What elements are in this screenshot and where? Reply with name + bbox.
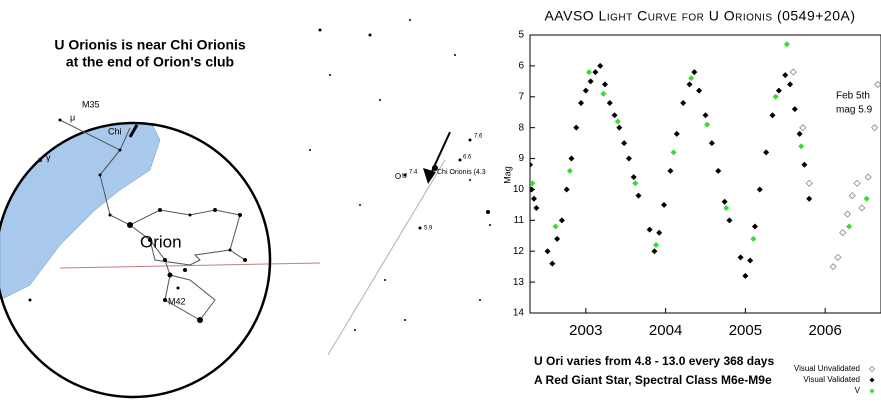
chart-title: AAVSO Light Curve for U Orionis (0549+20… bbox=[544, 8, 855, 24]
map-label: M42 bbox=[168, 296, 186, 306]
map-label: Chi Orionis (4.3 bbox=[437, 169, 486, 176]
map-label: μ bbox=[70, 112, 75, 122]
map-label: 7.6 bbox=[474, 134, 483, 140]
annotation: Feb 5th bbox=[836, 91, 870, 102]
y-axis-label: Mag bbox=[502, 166, 512, 184]
y-tick-label: 8 bbox=[518, 122, 524, 133]
legend-marker bbox=[870, 367, 875, 372]
caption: A Red Giant Star, Spectral Class M6e-M9e bbox=[534, 373, 772, 387]
map-label: U bbox=[402, 173, 407, 180]
legend-marker bbox=[870, 378, 875, 383]
legend-marker bbox=[870, 389, 875, 394]
caption: U Ori varies from 4.8 - 13.0 every 368 d… bbox=[534, 354, 774, 368]
y-tick-label: 7 bbox=[518, 91, 524, 102]
map-heading: U Orionis is near Chi Orionis bbox=[54, 37, 246, 53]
y-tick-label: 9 bbox=[518, 153, 524, 164]
annotation: mag 5.9 bbox=[836, 105, 873, 116]
y-tick-label: 10 bbox=[513, 184, 525, 195]
map-label: 7.4 bbox=[409, 170, 418, 176]
legend-label: V bbox=[855, 386, 861, 395]
map-label: M35 bbox=[82, 99, 100, 109]
y-tick-label: 12 bbox=[513, 246, 525, 257]
y-tick-label: 14 bbox=[513, 308, 525, 319]
legend-label: Visual Validated bbox=[803, 375, 860, 384]
map-heading: at the end of Orion's club bbox=[66, 54, 234, 70]
x-tick-label: 2003 bbox=[569, 322, 602, 339]
y-tick-label: 5 bbox=[518, 30, 524, 41]
map-label: 6.6 bbox=[463, 155, 472, 161]
light-curve: AAVSO Light Curve for U Orionis (0549+20… bbox=[502, 8, 881, 395]
x-tick-label: 2004 bbox=[649, 322, 682, 339]
star-map: U Orionis is near Chi Orionis at the end… bbox=[0, 19, 491, 397]
x-tick-label: 2005 bbox=[729, 322, 762, 339]
x-tick-label: 2006 bbox=[808, 322, 841, 339]
y-tick-label: 13 bbox=[513, 277, 525, 288]
map-label: Orion bbox=[140, 232, 182, 251]
legend-label: Visual Unvalidated bbox=[794, 364, 860, 373]
map-label: 5.9 bbox=[424, 226, 433, 232]
plot-frame bbox=[530, 35, 881, 313]
y-tick-label: 6 bbox=[518, 61, 524, 72]
map-label: Chi bbox=[108, 126, 122, 136]
map-label: γ bbox=[46, 152, 51, 162]
screenshot: U Orionis is near Chi Orionis at the end… bbox=[0, 0, 881, 403]
y-tick-label: 11 bbox=[514, 215, 525, 226]
